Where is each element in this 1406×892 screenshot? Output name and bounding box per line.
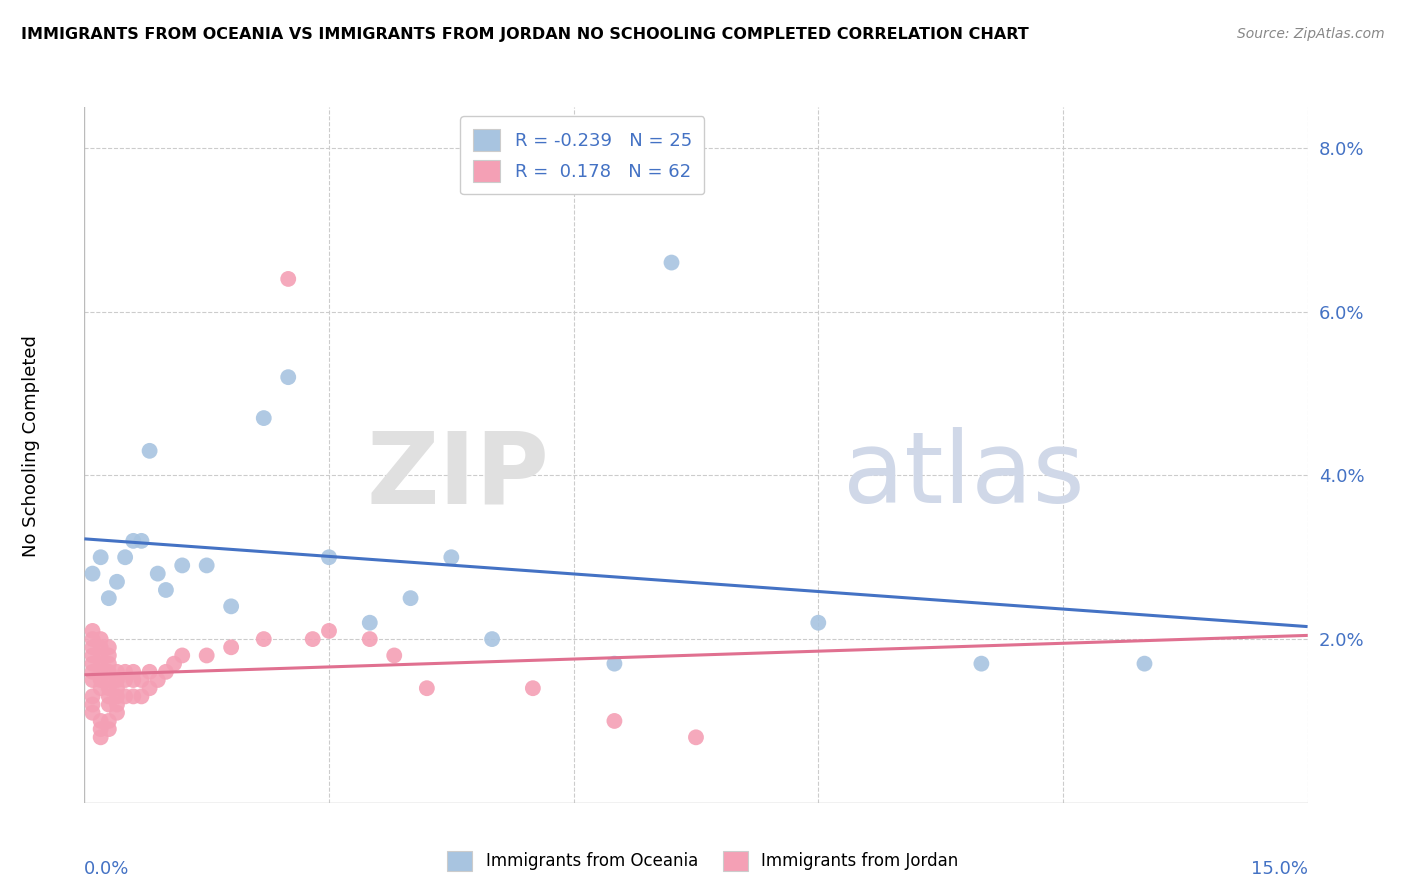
Point <box>105 665 128 679</box>
Point <box>399 591 422 606</box>
Legend: Immigrants from Oceania, Immigrants from Jordan: Immigrants from Oceania, Immigrants from… <box>439 842 967 880</box>
Point <box>318 550 340 565</box>
Point <box>253 411 276 425</box>
Point <box>146 673 169 687</box>
Point <box>219 640 242 655</box>
Point <box>131 533 153 548</box>
Point <box>114 550 136 565</box>
Point <box>970 657 993 671</box>
Point <box>97 698 120 712</box>
Text: ZIP: ZIP <box>367 427 550 524</box>
Point <box>105 690 128 704</box>
Point <box>122 533 145 548</box>
Point <box>416 681 439 696</box>
Point <box>195 648 218 663</box>
Point <box>90 722 112 736</box>
Point <box>172 648 194 663</box>
Point <box>82 632 104 646</box>
Legend: R = -0.239   N = 25, R =  0.178   N = 62: R = -0.239 N = 25, R = 0.178 N = 62 <box>460 116 704 194</box>
Point <box>277 272 299 286</box>
Point <box>122 665 145 679</box>
Point <box>90 673 112 687</box>
Point <box>138 443 160 458</box>
Text: atlas: atlas <box>842 427 1084 524</box>
Point <box>105 673 128 687</box>
Point <box>82 690 104 704</box>
Point <box>82 566 104 581</box>
Point <box>1133 657 1156 671</box>
Point <box>90 550 112 565</box>
Point <box>97 673 120 687</box>
Point <box>114 665 136 679</box>
Point <box>90 657 112 671</box>
Point <box>807 615 830 630</box>
Point <box>97 690 120 704</box>
Point <box>105 681 128 696</box>
Point <box>97 591 120 606</box>
Point <box>138 681 160 696</box>
Point <box>97 665 120 679</box>
Point <box>114 690 136 704</box>
Point <box>82 648 104 663</box>
Text: IMMIGRANTS FROM OCEANIA VS IMMIGRANTS FROM JORDAN NO SCHOOLING COMPLETED CORRELA: IMMIGRANTS FROM OCEANIA VS IMMIGRANTS FR… <box>21 27 1029 42</box>
Point <box>97 640 120 655</box>
Point <box>301 632 323 646</box>
Point <box>90 632 112 646</box>
Point <box>195 558 218 573</box>
Point <box>82 673 104 687</box>
Point <box>131 690 153 704</box>
Point <box>318 624 340 638</box>
Point <box>253 632 276 646</box>
Point <box>82 624 104 638</box>
Point <box>90 648 112 663</box>
Point <box>114 673 136 687</box>
Text: No Schooling Completed: No Schooling Completed <box>22 335 39 557</box>
Point <box>277 370 299 384</box>
Point <box>146 566 169 581</box>
Point <box>97 681 120 696</box>
Point <box>359 632 381 646</box>
Point <box>90 665 112 679</box>
Text: 15.0%: 15.0% <box>1250 860 1308 878</box>
Point <box>131 673 153 687</box>
Point <box>122 690 145 704</box>
Point <box>163 657 186 671</box>
Point <box>97 722 120 736</box>
Point <box>97 648 120 663</box>
Point <box>138 665 160 679</box>
Point <box>603 657 626 671</box>
Point <box>97 714 120 728</box>
Point <box>522 681 544 696</box>
Point <box>82 698 104 712</box>
Point <box>359 615 381 630</box>
Point <box>685 731 707 745</box>
Point <box>122 673 145 687</box>
Point <box>105 698 128 712</box>
Point <box>219 599 242 614</box>
Point <box>155 665 177 679</box>
Point <box>440 550 463 565</box>
Point <box>481 632 503 646</box>
Point <box>82 640 104 655</box>
Point <box>603 714 626 728</box>
Point <box>82 706 104 720</box>
Text: 0.0%: 0.0% <box>84 860 129 878</box>
Point <box>90 681 112 696</box>
Text: Source: ZipAtlas.com: Source: ZipAtlas.com <box>1237 27 1385 41</box>
Point <box>382 648 405 663</box>
Point <box>90 640 112 655</box>
Point <box>661 255 683 269</box>
Point <box>105 574 128 589</box>
Point <box>97 657 120 671</box>
Point <box>155 582 177 597</box>
Point <box>82 657 104 671</box>
Point <box>90 731 112 745</box>
Point <box>90 714 112 728</box>
Point <box>172 558 194 573</box>
Point <box>105 706 128 720</box>
Point <box>82 665 104 679</box>
